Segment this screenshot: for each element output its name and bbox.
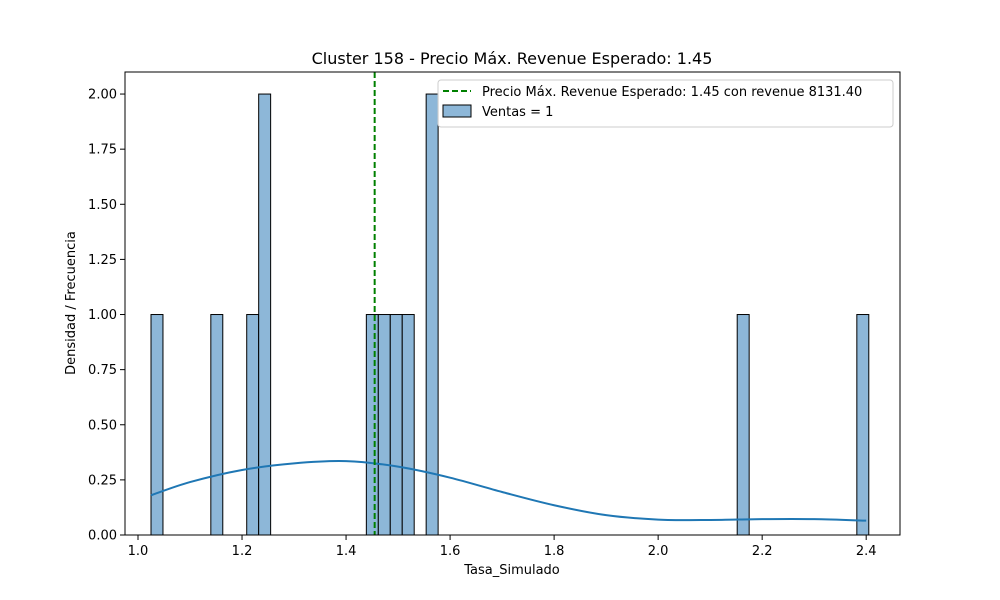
legend: Precio Máx. Revenue Esperado: 1.45 con r… xyxy=(437,79,894,128)
histogram-bar-0 xyxy=(150,314,164,536)
chart-title: Cluster 158 - Precio Máx. Revenue Espera… xyxy=(312,49,713,68)
y-tick-label-2: 0.50 xyxy=(88,418,117,433)
x-tick-label-5: 2.0 xyxy=(648,544,669,559)
histogram-bar-3 xyxy=(258,93,272,536)
y-axis-ticks: 0.00 0.25 0.50 0.75 1.00 1.25 1.50 1.75 2.00 xyxy=(88,88,125,544)
kde-curve xyxy=(150,460,867,522)
x-tick-label-0: 1.0 xyxy=(128,544,149,559)
histogram-bar-6 xyxy=(389,314,403,536)
legend-entry-vline: Precio Máx. Revenue Esperado: 1.45 con r… xyxy=(482,85,862,100)
y-tick-label-6: 1.50 xyxy=(88,198,117,213)
histogram-bar-10 xyxy=(856,314,870,536)
y-tick-label-7: 1.75 xyxy=(88,143,117,158)
histogram-bar-9 xyxy=(736,314,750,536)
y-tick-label-0: 0.00 xyxy=(88,529,117,544)
legend-histogram-swatch xyxy=(442,104,472,118)
y-tick-label-1: 0.25 xyxy=(88,473,117,488)
x-tick-label-2: 1.4 xyxy=(336,544,357,559)
kde-layer xyxy=(150,460,867,522)
y-axis-label: Densidad / Frecuencia xyxy=(64,231,79,375)
x-tick-label-4: 1.8 xyxy=(544,544,565,559)
plot-area-frame xyxy=(124,71,901,536)
x-tick-label-7: 2.4 xyxy=(856,544,877,559)
y-tick-label-5: 1.25 xyxy=(88,253,117,268)
histogram-bar-1 xyxy=(210,314,224,536)
histogram-bar-5 xyxy=(377,314,391,536)
legend-entry-histogram: Ventas = 1 xyxy=(482,105,553,120)
y-tick-label-4: 1.00 xyxy=(88,308,117,323)
x-tick-label-1: 1.2 xyxy=(232,544,253,559)
histogram-bar-4 xyxy=(365,314,379,536)
x-tick-label-6: 2.2 xyxy=(752,544,773,559)
x-axis-ticks: 1.0 1.2 1.4 1.6 1.8 2.0 2.2 2.4 xyxy=(128,535,877,559)
histogram-bar-2 xyxy=(246,314,260,536)
legend-box xyxy=(437,79,894,128)
histogram-bar-7 xyxy=(401,314,415,536)
x-axis-label: Tasa_Simulado xyxy=(463,563,560,578)
x-tick-label-3: 1.6 xyxy=(440,544,461,559)
y-tick-label-8: 2.00 xyxy=(88,88,117,103)
y-tick-label-3: 0.75 xyxy=(88,363,117,378)
histogram-bar-8 xyxy=(425,93,439,536)
